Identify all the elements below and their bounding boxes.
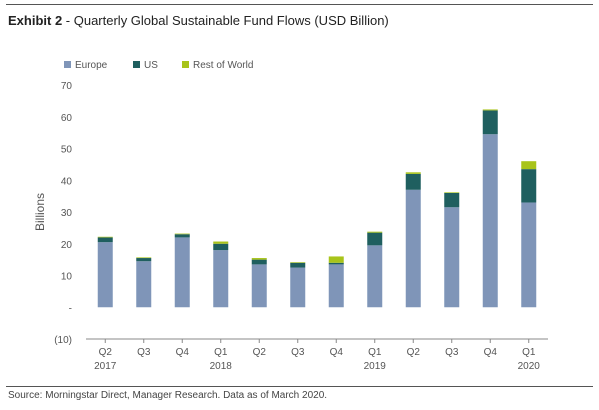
source-note: Source: Morningstar Direct, Manager Rese…	[8, 390, 328, 401]
bar-segment-europe	[328, 264, 344, 308]
x-tick-label: Q2	[407, 347, 421, 358]
y-tick-label: 70	[61, 81, 73, 92]
bar-segment-rest-of-world	[444, 192, 460, 193]
y-tick-label: 50	[61, 145, 73, 156]
bar-segment-europe	[174, 237, 190, 308]
bar-segment-us	[367, 232, 383, 246]
bottom-rule	[6, 386, 593, 387]
bar-segment-us	[290, 262, 306, 268]
y-tick-label: (10)	[54, 335, 72, 346]
legend-swatch	[133, 61, 140, 68]
y-tick-label: 30	[61, 208, 73, 219]
y-tick-label: -	[69, 303, 72, 314]
legend-label: US	[144, 60, 158, 71]
x-tick-label: Q4	[330, 347, 344, 358]
bar-segment-us	[174, 234, 190, 238]
chart-title: Exhibit 2 - Quarterly Global Sustainable…	[8, 13, 389, 28]
x-tick-label: Q3	[291, 347, 305, 358]
bar-segment-us	[97, 237, 113, 243]
bar-segment-rest-of-world	[482, 109, 498, 111]
bar-segment-rest-of-world	[136, 257, 152, 259]
bar-segment-us	[521, 169, 537, 203]
x-year-label: 2018	[210, 361, 233, 372]
bar-segment-europe	[482, 134, 498, 308]
y-tick-label: 60	[61, 113, 73, 124]
bar-segment-europe	[213, 250, 229, 308]
bar-segment-rest-of-world	[521, 161, 537, 170]
legend-label: Europe	[75, 60, 108, 71]
x-tick-label: Q1	[368, 347, 382, 358]
bar-segment-rest-of-world	[97, 236, 113, 238]
bar-segment-rest-of-world	[405, 172, 421, 174]
bar-segment-europe	[97, 242, 113, 308]
bar-segment-rest-of-world	[328, 256, 344, 263]
x-tick-label: Q1	[214, 347, 228, 358]
top-rule	[6, 4, 593, 5]
exhibit-label: Exhibit 2	[8, 13, 63, 28]
legend-swatch	[182, 61, 189, 68]
x-tick-label: Q1	[522, 347, 536, 358]
bar-segment-us	[405, 173, 421, 190]
x-year-label: 2017	[94, 361, 117, 372]
x-tick-label: Q2	[99, 347, 113, 358]
x-tick-label: Q2	[253, 347, 267, 358]
y-tick-label: 10	[61, 272, 73, 283]
x-tick-label: Q3	[445, 347, 459, 358]
title-text: - Quarterly Global Sustainable Fund Flow…	[62, 13, 389, 28]
bar-segment-us	[251, 259, 267, 265]
x-year-label: 2020	[518, 361, 541, 372]
bar-segment-europe	[444, 207, 460, 308]
bar-segment-us	[328, 262, 344, 265]
y-tick-label: 20	[61, 240, 73, 251]
x-tick-label: Q3	[137, 347, 151, 358]
bar-segment-rest-of-world	[174, 233, 190, 235]
bar-segment-rest-of-world	[290, 262, 306, 263]
bar-segment-europe	[521, 202, 537, 308]
bar-segment-europe	[367, 245, 383, 308]
bar-segment-europe	[251, 264, 267, 308]
y-tick-label: 40	[61, 176, 73, 187]
x-year-label: 2019	[364, 361, 387, 372]
bar-segment-us	[136, 258, 152, 262]
bar-segment-europe	[136, 261, 152, 308]
x-tick-label: Q4	[484, 347, 498, 358]
legend-swatch	[64, 61, 71, 68]
bar-segment-rest-of-world	[251, 258, 267, 260]
bar-segment-europe	[405, 189, 421, 308]
stacked-bar-chart: (10) - 10 20 30 40 50 60 70 Billions Q2 2017 Q3 Q4 Q1 2…	[33, 60, 548, 372]
bar-segment-rest-of-world	[213, 241, 229, 244]
bar-segment-us	[444, 192, 460, 208]
bar-segment-us	[213, 243, 229, 251]
legend-label: Rest of World	[193, 60, 253, 71]
bar-segment-rest-of-world	[367, 231, 383, 233]
y-axis-title: Billions	[33, 193, 47, 231]
bar-segment-us	[482, 110, 498, 135]
x-tick-label: Q4	[176, 347, 190, 358]
bar-segment-europe	[290, 267, 306, 308]
